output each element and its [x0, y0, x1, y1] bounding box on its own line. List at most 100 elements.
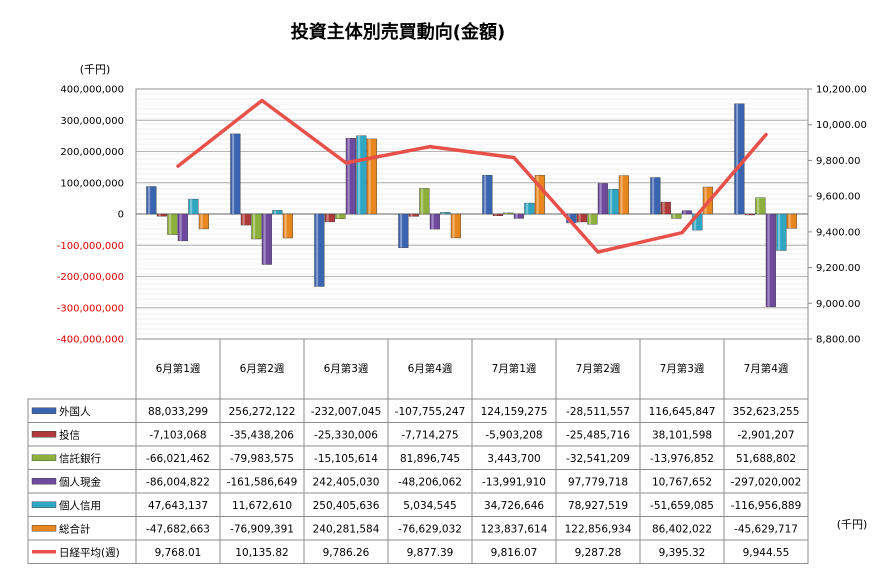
bar — [503, 212, 514, 215]
bar — [450, 213, 461, 239]
left-axis-unit: (千円) — [80, 63, 111, 76]
data-label: 78,927,519 — [568, 500, 628, 512]
data-label: 9,768.01 — [155, 547, 202, 559]
data-label: 9,287.28 — [575, 547, 622, 559]
left-tick-label: 0 — [118, 210, 124, 221]
left-tick-label: -300,000,000 — [57, 303, 124, 314]
bar — [513, 213, 524, 219]
bar-highlight — [610, 189, 613, 214]
bar-highlight — [431, 214, 434, 230]
data-label: 9,395.32 — [659, 547, 706, 559]
bar — [419, 188, 430, 215]
legend-label: 総合計 — [59, 522, 91, 535]
bar-highlight — [620, 175, 623, 214]
data-label: 51,688,802 — [736, 453, 796, 465]
bar — [335, 213, 346, 219]
data-label: -7,714,275 — [401, 429, 458, 441]
bar — [345, 137, 356, 215]
bar — [282, 213, 293, 239]
bar — [492, 213, 503, 216]
bar — [440, 212, 451, 215]
data-label: -161,586,649 — [227, 476, 298, 488]
bar-highlight — [599, 183, 602, 214]
bar — [576, 213, 587, 223]
bar — [524, 202, 535, 215]
data-label: 88,033,299 — [148, 406, 208, 418]
nikkei-line — [176, 98, 768, 254]
bar — [744, 213, 755, 216]
data-label: 122,856,934 — [565, 523, 632, 535]
data-label: -79,983,575 — [230, 453, 294, 465]
bar-highlight — [337, 214, 340, 219]
bar-highlight — [368, 138, 371, 214]
right-tick-label: 10,000.00 — [816, 120, 867, 131]
bar — [261, 213, 272, 265]
chart-title: 投資主体別売買動向(金額) — [291, 21, 505, 43]
data-label: -66,021,462 — [146, 453, 210, 465]
right-tick-label: 9,800.00 — [816, 156, 861, 167]
data-label: -28,511,557 — [566, 406, 630, 418]
bar-highlight — [284, 214, 287, 238]
legend-swatch — [31, 454, 57, 461]
bar — [167, 213, 178, 235]
bar-highlight — [736, 103, 739, 214]
bar-highlight — [694, 214, 697, 231]
bar — [786, 213, 797, 229]
legend-label: 個人現金 — [59, 475, 101, 488]
bar-highlight — [358, 135, 361, 214]
category-label: 6月第2週 — [240, 362, 285, 375]
data-label: 242,405,030 — [313, 476, 380, 488]
data-label: -45,629,717 — [734, 523, 798, 535]
legend-label: 外国人 — [59, 406, 91, 418]
bar-highlight — [421, 188, 424, 214]
bar — [398, 213, 409, 248]
bar-highlight — [515, 214, 518, 219]
bar — [608, 189, 619, 215]
data-label: 5,034,545 — [403, 500, 456, 512]
bar — [156, 213, 167, 217]
legend-swatch — [31, 407, 57, 414]
table-cell — [723, 539, 809, 564]
legend-swatch — [31, 478, 57, 485]
bar — [146, 186, 157, 215]
data-label: -86,004,822 — [146, 476, 210, 488]
bar-highlight — [263, 214, 266, 265]
table-unit: (千円) — [837, 518, 868, 531]
data-label: -5,903,208 — [485, 429, 542, 441]
bar-highlight — [683, 210, 686, 214]
bar-highlight — [169, 214, 172, 235]
legend-swatch — [31, 501, 57, 508]
category-label: 6月第3週 — [324, 362, 369, 375]
data-label: -13,991,910 — [482, 476, 546, 488]
data-label: -107,755,247 — [395, 406, 466, 418]
bar-highlight — [410, 214, 413, 217]
legend-label: 信託銀行 — [59, 452, 101, 465]
left-tick-label: 300,000,000 — [60, 116, 124, 127]
category-label: 6月第1週 — [156, 362, 201, 375]
right-axis-ticks: 10,200.00 10,000.00 9,800.00 9,600.00 9,400.… — [808, 85, 867, 346]
bar-highlight — [242, 214, 245, 226]
bar — [272, 210, 283, 215]
bar-highlight — [452, 214, 455, 238]
data-label: 9,786.26 — [323, 547, 370, 559]
left-tick-label: -400,000,000 — [57, 335, 124, 346]
bar-highlight — [316, 214, 319, 287]
data-label: -232,007,045 — [311, 406, 382, 418]
bar-highlight — [232, 133, 235, 214]
bar — [681, 210, 692, 215]
bar-highlight — [526, 203, 529, 214]
bar — [356, 135, 367, 215]
bar-highlight — [494, 214, 497, 216]
bar-series — [146, 103, 797, 308]
left-tick-label: 200,000,000 — [60, 147, 124, 158]
bar-highlight — [704, 187, 707, 214]
bar-highlight — [746, 214, 749, 215]
bar — [587, 213, 598, 225]
data-table: 6月第1週 6月第2週 6月第3週 6月第4週 7月第1週 7月第2週 7月第3週 7月第4週… — [27, 338, 809, 564]
bar-highlight — [148, 186, 151, 214]
bar — [408, 213, 419, 217]
bar-highlight — [778, 214, 781, 251]
data-label: -76,909,391 — [230, 523, 294, 535]
legend-label: 日経平均(週) — [59, 546, 120, 559]
bar-highlight — [158, 214, 161, 217]
